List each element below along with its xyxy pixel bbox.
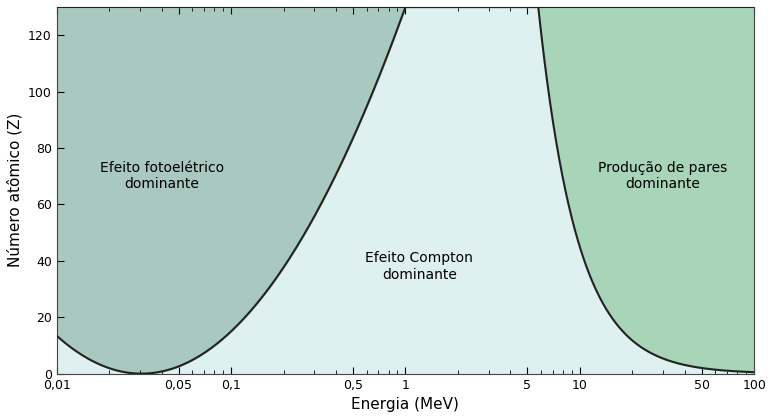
Text: Efeito fotoelétrico
dominante: Efeito fotoelétrico dominante xyxy=(100,161,223,191)
Y-axis label: Número atômico (Z): Número atômico (Z) xyxy=(7,113,22,267)
X-axis label: Energia (MeV): Energia (MeV) xyxy=(352,397,459,412)
Text: Efeito Compton
dominante: Efeito Compton dominante xyxy=(366,251,473,282)
Text: Produção de pares
dominante: Produção de pares dominante xyxy=(598,161,727,191)
